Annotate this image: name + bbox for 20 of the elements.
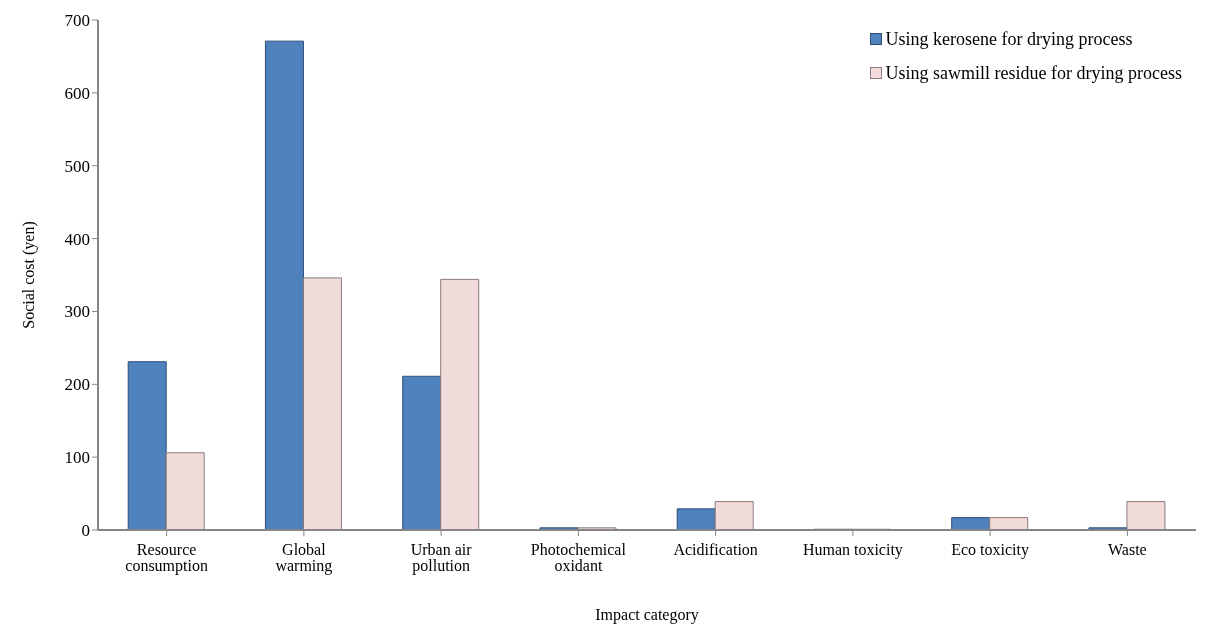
x-tick-label: Photochemical oxidant: [530, 541, 627, 575]
y-tick-label: 500: [64, 156, 90, 176]
y-tick-label: 0: [81, 521, 90, 541]
x-tick-label: Human toxicity: [802, 541, 903, 560]
y-tick-label: 600: [64, 83, 90, 103]
x-tick-label: Eco toxicity: [951, 541, 1030, 560]
x-axis-title: Impact category: [595, 606, 699, 624]
y-tick-label: 100: [64, 448, 90, 468]
x-tick-label: Resource consumption: [125, 541, 208, 576]
y-tick-label: 700: [64, 11, 90, 31]
x-tick-label: Global warming: [275, 541, 333, 576]
legend-label: Using kerosene for drying process: [885, 28, 1133, 50]
x-tick-label: Waste: [1108, 541, 1147, 559]
x-tick-label: Urban air pollution: [410, 541, 473, 576]
y-tick-label: 300: [64, 302, 90, 322]
legend-label: Using sawmill residue for drying process: [885, 62, 1182, 84]
y-tick-label: 200: [64, 375, 90, 395]
y-tick-label: 400: [64, 229, 90, 249]
x-tick-label: Acidification: [673, 541, 758, 559]
y-axis-title: Social cost (yen): [19, 221, 38, 329]
